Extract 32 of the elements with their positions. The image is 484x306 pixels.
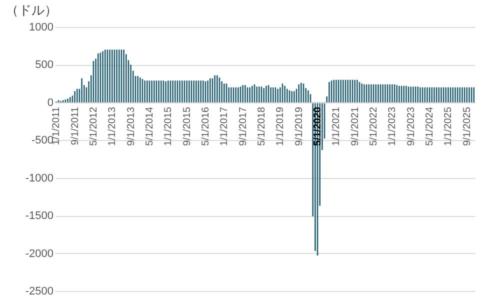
y-tick-label: -2500 <box>25 286 54 298</box>
x-tick-label: 1/1/2023 <box>387 106 398 146</box>
x-tick-label: 1/1/2021 <box>331 106 342 146</box>
x-tick-label: 5/1/2020 <box>312 106 324 146</box>
x-tick-label: 5/1/2018 <box>256 106 268 146</box>
y-axis-title: （ドル） <box>6 2 58 18</box>
x-tick-label: 5/1/2012 <box>88 106 100 146</box>
x-tick-label: 9/1/2025 <box>462 106 473 146</box>
y-tick-label: -1500 <box>25 210 54 222</box>
x-tick-label: 1/1/2011 <box>51 106 62 146</box>
x-tick-label: 1/1/2013 <box>107 106 118 146</box>
x-tick-label: 9/1/2019 <box>294 106 305 146</box>
x-tick-label: 5/1/2016 <box>200 106 212 146</box>
x-tick-label: 1/1/2015 <box>163 106 174 146</box>
x-tick-label: 9/1/2021 <box>350 106 361 146</box>
y-tick-label: 0 <box>47 96 54 109</box>
x-tick-label: 1/1/2017 <box>219 106 230 146</box>
x-tick-label: 9/1/2013 <box>126 106 137 146</box>
y-tick-label: -2000 <box>25 248 54 260</box>
y-tick-label: 1000 <box>29 22 54 34</box>
x-tick-label: 9/1/2011 <box>70 106 81 146</box>
x-tick-label: 5/1/2022 <box>368 106 380 146</box>
x-tick-label: 1/1/2019 <box>275 106 286 146</box>
y-tick-label: -1000 <box>25 172 54 184</box>
x-tick-label: 9/1/2017 <box>238 106 249 146</box>
x-tick-label: 5/1/2014 <box>144 106 156 146</box>
x-tick-label: 9/1/2023 <box>406 106 417 146</box>
y-tick-label: 500 <box>35 59 54 72</box>
x-tick-label: 1/1/2025 <box>443 106 454 146</box>
x-tick-label: 5/1/2024 <box>424 106 436 146</box>
y-tick-label: -500 <box>31 134 54 147</box>
x-tick-label: 9/1/2015 <box>182 106 193 146</box>
